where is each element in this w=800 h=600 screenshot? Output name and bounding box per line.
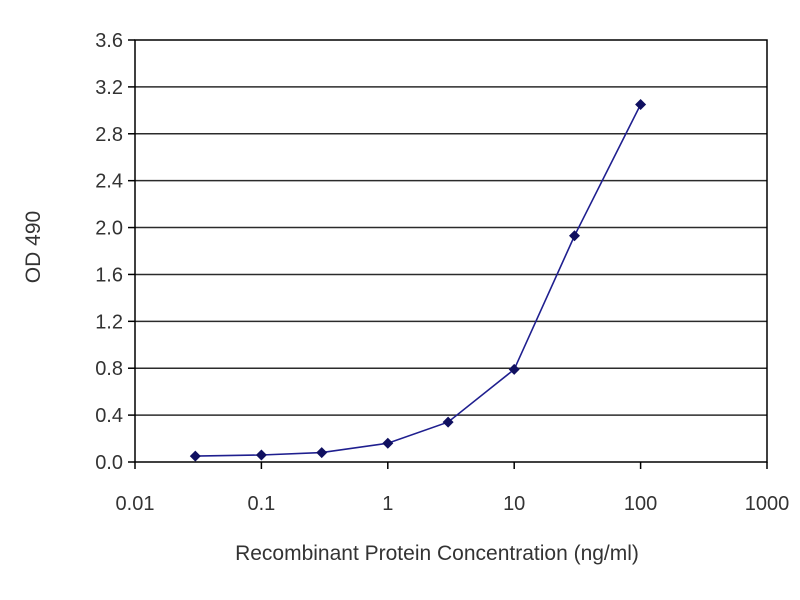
x-tick-label: 0.1 [247,493,275,515]
y-tick-labels: 0.0 0.4 0.8 1.2 1.6 2.0 2.4 2.8 3.2 3.6 [95,30,123,474]
data-point [189,450,201,462]
data-point [316,447,328,459]
x-tick-label: 0.01 [116,493,155,515]
x-tick-label: 100 [624,493,657,515]
series [189,98,647,462]
x-tick-label: 1 [382,493,393,515]
plot-area-frame [134,39,768,463]
gridlines [135,86,767,416]
data-point [508,363,520,375]
y-tick-label: 1.2 [95,311,123,333]
y-tick-label: 1.6 [95,264,123,286]
y-tick-label: 0.4 [95,405,123,427]
x-axis-title: Recombinant Protein Concentration (ng/ml… [235,542,639,565]
series-line [195,104,642,457]
axis-ticks [128,39,768,469]
y-tick-label: 2.0 [95,218,123,240]
data-point [382,437,394,449]
data-point [255,449,267,461]
y-tick-label: 0.8 [95,358,123,380]
x-tick-labels: 0.01 0.1 1 10 100 1000 [116,493,790,515]
x-tick-label: 1000 [745,493,790,515]
data-point [635,98,647,110]
y-tick-label: 2.4 [95,171,123,193]
y-axis-title: OD 490 [22,211,45,283]
y-tick-label: 0.0 [95,452,123,474]
data-point [442,416,454,428]
x-tick-label: 10 [503,493,525,515]
y-tick-label: 3.2 [95,77,123,99]
y-tick-label: 2.8 [95,124,123,146]
y-tick-label: 3.6 [95,30,123,52]
data-point [569,230,581,242]
